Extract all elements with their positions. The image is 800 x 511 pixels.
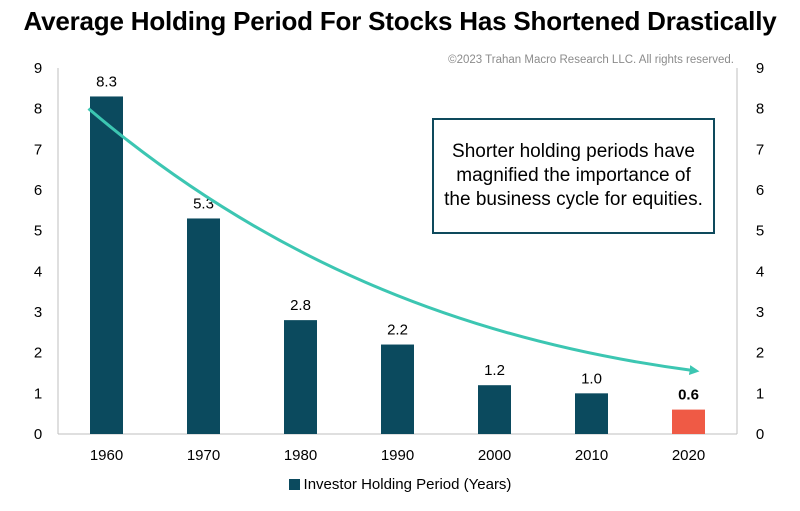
y-tick-label-left: 0 xyxy=(34,426,42,443)
x-tick-label: 2010 xyxy=(575,447,608,464)
y-tick-label-right: 1 xyxy=(756,385,764,402)
x-tick-label: 2020 xyxy=(672,447,705,464)
y-tick-label-left: 3 xyxy=(34,304,42,321)
x-tick-label: 1970 xyxy=(187,447,220,464)
data-label: 1.0 xyxy=(581,370,602,387)
y-tick-label-left: 9 xyxy=(34,60,42,77)
y-tick-label-left: 8 xyxy=(34,101,42,118)
data-label: 8.3 xyxy=(96,73,117,90)
x-tick-label: 1960 xyxy=(90,447,123,464)
y-tick-label-right: 4 xyxy=(756,263,764,280)
y-tick-label-left: 6 xyxy=(34,182,42,199)
x-tick-label: 1980 xyxy=(284,447,317,464)
y-tick-label-right: 5 xyxy=(756,223,764,240)
trend-arrow xyxy=(87,107,700,376)
y-tick-label-right: 6 xyxy=(756,182,764,199)
callout-text: Shorter holding periods have magnified t… xyxy=(444,141,703,210)
y-tick-label-right: 3 xyxy=(756,304,764,321)
bar xyxy=(381,344,414,434)
y-tick-label-left: 4 xyxy=(34,263,42,280)
y-tick-label-right: 9 xyxy=(756,60,764,77)
chart-title: Average Holding Period For Stocks Has Sh… xyxy=(23,6,777,36)
y-tick-label-right: 2 xyxy=(756,345,764,362)
x-tick-label: 1990 xyxy=(381,447,414,464)
y-tick-label-left: 1 xyxy=(34,385,42,402)
x-tick-label: 2000 xyxy=(478,447,511,464)
bar xyxy=(284,320,317,434)
y-tick-label-right: 0 xyxy=(756,426,764,443)
callout-box: Shorter holding periods have magnified t… xyxy=(432,118,715,234)
y-tick-label-left: 7 xyxy=(34,141,42,158)
legend-label: Investor Holding Period (Years) xyxy=(303,476,512,493)
legend: Investor Holding Period (Years) xyxy=(0,476,800,493)
copyright-notice: ©2023 Trahan Macro Research LLC. All rig… xyxy=(448,54,734,66)
legend-swatch xyxy=(288,479,300,490)
bar xyxy=(187,218,220,434)
data-label: 0.6 xyxy=(678,387,699,404)
y-tick-label-left: 2 xyxy=(34,345,42,362)
bar xyxy=(575,393,608,434)
y-tick-label-right: 7 xyxy=(756,141,764,158)
bar xyxy=(672,409,705,434)
data-label: 2.2 xyxy=(387,322,408,339)
bar xyxy=(478,385,511,434)
y-tick-label-right: 8 xyxy=(756,101,764,118)
data-label: 2.8 xyxy=(290,297,311,314)
bar xyxy=(90,96,123,434)
data-label: 1.2 xyxy=(484,362,505,379)
y-tick-label-left: 5 xyxy=(34,223,42,240)
